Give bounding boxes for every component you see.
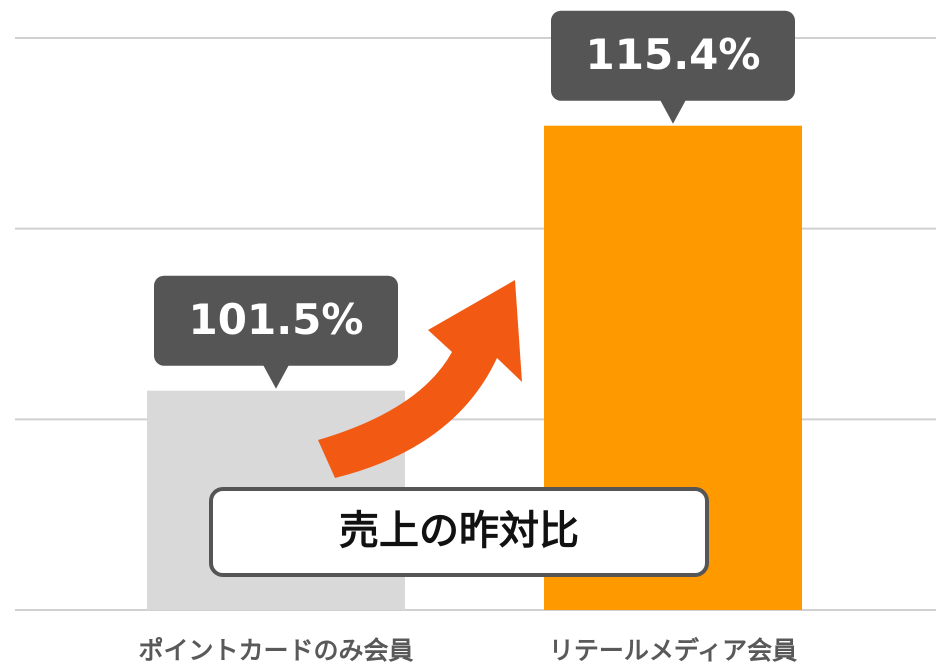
x-tick-label: リテールメディア会員 [549,636,797,665]
value-label: 115.4% [586,30,761,79]
x-tick-label: ポイントカードのみ会員 [138,636,413,665]
trend-arrow [318,280,522,478]
annotation: 売上の昨対比 [209,487,709,577]
value-label: 101.5% [189,295,364,344]
callout-pointer [263,364,289,389]
callout-box [154,275,398,366]
callout-box [551,10,795,101]
annotation-text: 売上の昨対比 [339,508,579,554]
callout-pointer [660,99,686,124]
annotation-box [209,487,709,577]
